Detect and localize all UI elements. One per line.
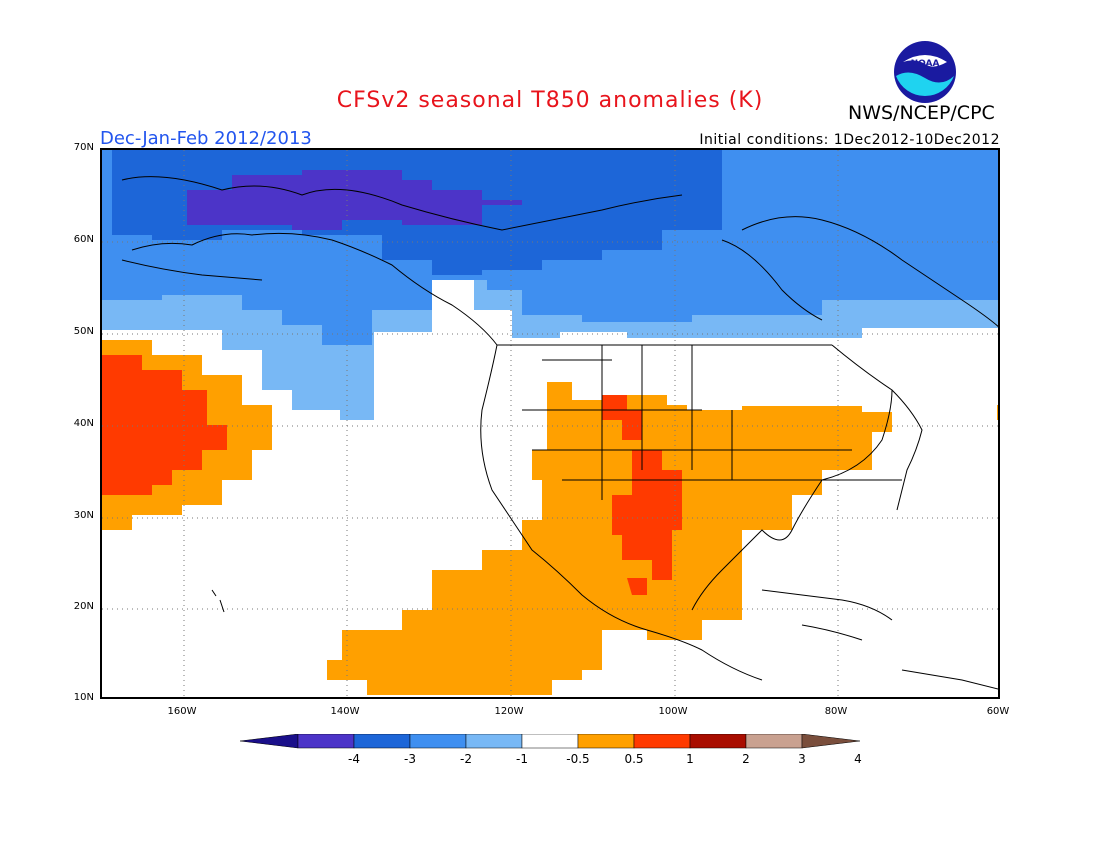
svg-text:NOAA: NOAA <box>911 59 940 69</box>
anomaly-region-orange-edge <box>997 405 998 420</box>
colorbar-swatch <box>633 734 691 749</box>
colorbar-swatch <box>745 734 803 749</box>
lat-label: 10N <box>73 692 94 703</box>
anomaly-region-red-rockies <box>602 395 642 440</box>
lat-label: 20N <box>73 601 94 612</box>
colorbar-swatch <box>353 734 411 749</box>
lat-label: 70N <box>73 142 94 153</box>
colorbar-tick-label: -1 <box>516 752 528 766</box>
lat-label: 60N <box>73 234 94 245</box>
lat-label: 50N <box>73 326 94 337</box>
colorbar-tick-label: 3 <box>798 752 806 766</box>
colorbar-arrow-low <box>240 734 299 749</box>
colorbar-tick-label: 0.5 <box>624 752 644 766</box>
colorbar-swatch <box>409 734 467 749</box>
lon-label: 160W <box>167 706 197 717</box>
coastlines <box>121 176 998 690</box>
anomaly-map <box>100 148 1000 699</box>
season-label: Dec-Jan-Feb 2012/2013 <box>100 128 312 149</box>
colorbar-arrow-high <box>801 734 860 749</box>
colorbar-tick-label: -3 <box>404 752 416 766</box>
chart-title: CFSv2 seasonal T850 anomalies (K) <box>336 88 764 113</box>
colorbar-tick-label: 1 <box>686 752 694 766</box>
org-label: NWS/NCEP/CPC <box>848 102 995 124</box>
colorbar-swatch <box>297 734 355 749</box>
anomaly-region-orange-west <box>327 382 892 695</box>
lon-label: 80W <box>824 706 848 717</box>
colorbar <box>240 734 860 749</box>
colorbar-tick-label: -2 <box>460 752 472 766</box>
lon-label: 100W <box>658 706 688 717</box>
noaa-logo: NOAA <box>894 41 956 103</box>
colorbar-swatch <box>521 734 579 749</box>
lon-label: 60W <box>986 706 1010 717</box>
anomaly-region-red-pacific <box>102 355 227 495</box>
colorbar-tick-label: 2 <box>742 752 750 766</box>
colorbar-swatch <box>577 734 635 749</box>
anomaly-region-red-plains <box>612 450 682 580</box>
lon-label: 120W <box>494 706 524 717</box>
anomaly-region-red-mexico <box>627 578 647 595</box>
initial-conditions-label: Initial conditions: 1Dec2012-10Dec2012 <box>699 132 1000 148</box>
colorbar-tick-label: -4 <box>348 752 360 766</box>
colorbar-tick-label: -0.5 <box>566 752 590 766</box>
lat-label: 40N <box>73 418 94 429</box>
lat-label: 30N <box>73 510 94 521</box>
colorbar-tick-label: 4 <box>854 752 862 766</box>
colorbar-swatch <box>465 734 523 749</box>
lon-label: 140W <box>330 706 360 717</box>
colorbar-swatch <box>689 734 747 749</box>
